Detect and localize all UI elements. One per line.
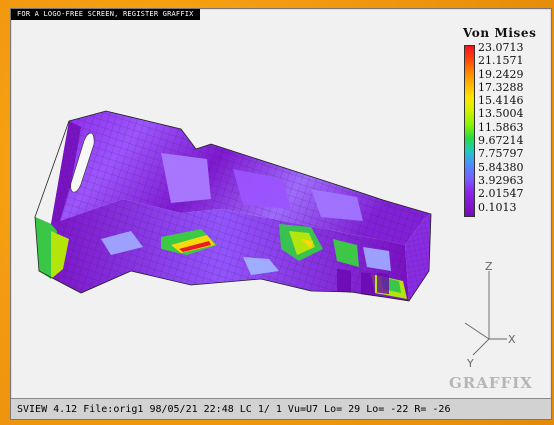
legend-title: Von Mises <box>463 26 537 40</box>
registration-banner: FOR A LOGO-FREE SCREEN, REGISTER GRAFFIX <box>11 9 200 20</box>
legend-value: 2.01547 <box>478 187 524 201</box>
axis-label-y: Y <box>466 357 474 370</box>
status-bar: SVIEW 4.12 File:orig1 98/05/21 22:48 LC … <box>11 398 551 419</box>
legend-value: 3.92963 <box>478 173 524 187</box>
legend-value: 11.5863 <box>478 120 524 134</box>
legend-value: 13.5004 <box>478 107 524 121</box>
fea-model-view[interactable]: Z X Y <box>11 9 551 419</box>
side-pockets <box>337 268 389 297</box>
graffix-logo: GRAFFIX <box>449 374 533 392</box>
legend-value: 5.84380 <box>478 160 524 174</box>
graffix-viewport[interactable]: FOR A LOGO-FREE SCREEN, REGISTER GRAFFIX <box>10 8 552 420</box>
legend-value: 9.67214 <box>478 134 524 148</box>
legend-value: 21.1571 <box>478 54 524 68</box>
axis-triad <box>464 271 507 356</box>
model-outline <box>34 110 432 302</box>
legend-value: 19.2429 <box>478 67 524 81</box>
legend-value: 17.3288 <box>478 80 524 94</box>
legend-value: 15.4146 <box>478 94 524 108</box>
axis-label-x: X <box>508 333 516 346</box>
legend-color-bar <box>464 45 475 217</box>
legend-values: 23.0713 21.1571 19.2429 17.3288 15.4146 13.50… <box>478 41 551 214</box>
slot-hole <box>70 132 95 193</box>
legend-value: 23.0713 <box>478 41 524 54</box>
stress-hotspots <box>35 153 407 299</box>
axis-label-z: Z <box>485 260 493 273</box>
legend-value: 7.75797 <box>478 147 524 161</box>
legend-value: 0.1013 <box>478 200 517 214</box>
